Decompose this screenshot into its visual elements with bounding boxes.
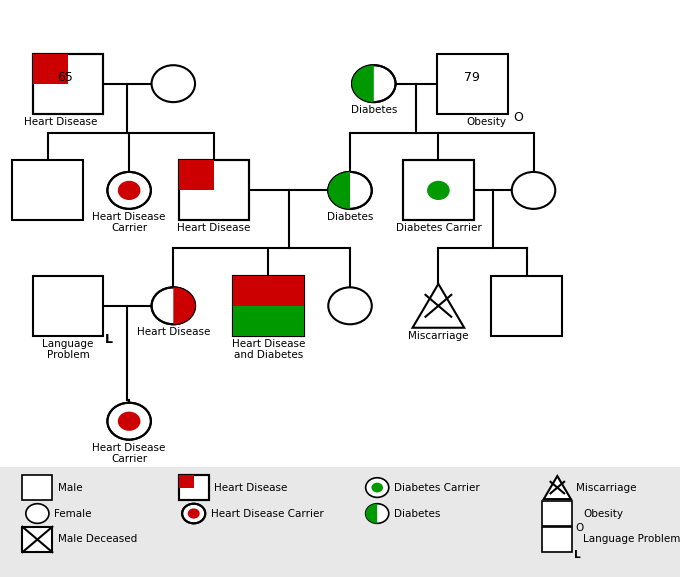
Text: 65: 65 <box>57 72 73 84</box>
Circle shape <box>372 482 383 493</box>
Text: Language Problem: Language Problem <box>583 534 680 545</box>
Circle shape <box>107 403 151 440</box>
Bar <box>33 54 104 114</box>
Bar <box>178 160 214 190</box>
Text: Heart Disease Carrier: Heart Disease Carrier <box>211 508 323 519</box>
Text: Heart Disease
Carrier: Heart Disease Carrier <box>92 212 166 233</box>
Bar <box>33 54 104 114</box>
Wedge shape <box>365 504 377 523</box>
Bar <box>22 475 52 500</box>
Text: L: L <box>105 333 113 346</box>
Bar <box>403 160 474 220</box>
Polygon shape <box>544 476 571 499</box>
Text: Male Deceased: Male Deceased <box>58 534 137 545</box>
Bar <box>233 276 304 336</box>
Text: Heart Disease
and Diabetes: Heart Disease and Diabetes <box>232 339 305 360</box>
Bar <box>178 475 209 500</box>
Circle shape <box>107 172 151 209</box>
Circle shape <box>182 504 205 523</box>
Bar <box>22 527 52 552</box>
Bar <box>491 276 562 336</box>
Wedge shape <box>174 287 195 324</box>
Text: Male: Male <box>58 482 83 493</box>
Text: Diabetes: Diabetes <box>394 508 440 519</box>
Circle shape <box>427 181 449 200</box>
Circle shape <box>512 172 555 209</box>
Bar <box>542 527 573 552</box>
Text: Heart Disease
Carrier: Heart Disease Carrier <box>92 443 166 464</box>
Bar <box>233 276 304 336</box>
Circle shape <box>118 411 141 431</box>
Bar <box>33 54 68 84</box>
Bar <box>178 160 249 220</box>
Text: Miscarriage: Miscarriage <box>408 331 468 340</box>
Text: Obesity: Obesity <box>583 508 623 519</box>
Circle shape <box>152 287 195 324</box>
Polygon shape <box>412 284 464 328</box>
Text: Diabetes Carrier: Diabetes Carrier <box>394 482 480 493</box>
Text: Diabetes Carrier: Diabetes Carrier <box>395 223 482 233</box>
Text: 79: 79 <box>464 72 480 84</box>
Wedge shape <box>328 172 350 209</box>
Circle shape <box>118 181 141 200</box>
Text: Heart Disease: Heart Disease <box>25 117 98 126</box>
Bar <box>437 54 508 114</box>
Bar <box>233 306 304 336</box>
Circle shape <box>352 65 396 102</box>
Circle shape <box>152 65 195 102</box>
Text: Female: Female <box>55 508 92 519</box>
Text: Obesity: Obesity <box>466 117 506 126</box>
Circle shape <box>328 172 372 209</box>
Text: O: O <box>575 523 584 533</box>
Text: Heart Disease: Heart Disease <box>214 482 288 493</box>
Text: Miscarriage: Miscarriage <box>575 482 636 493</box>
Wedge shape <box>352 65 374 102</box>
Bar <box>0 467 680 577</box>
Circle shape <box>188 508 200 519</box>
Text: Diabetes: Diabetes <box>351 105 397 115</box>
Text: Language
Problem: Language Problem <box>42 339 94 360</box>
Bar <box>178 475 194 488</box>
Circle shape <box>365 504 389 523</box>
Bar <box>233 276 304 306</box>
Text: Heart Disease: Heart Disease <box>136 327 210 337</box>
Text: Diabetes: Diabetes <box>327 212 373 222</box>
Bar <box>542 501 573 526</box>
Circle shape <box>365 478 389 497</box>
Bar <box>178 475 209 500</box>
Bar <box>12 160 83 220</box>
Text: O: O <box>513 111 523 124</box>
Text: L: L <box>574 550 581 560</box>
Bar <box>33 276 104 336</box>
Bar <box>403 160 474 220</box>
Circle shape <box>26 504 49 523</box>
Text: Heart Disease: Heart Disease <box>177 223 251 233</box>
Circle shape <box>328 287 372 324</box>
Bar <box>178 160 249 220</box>
